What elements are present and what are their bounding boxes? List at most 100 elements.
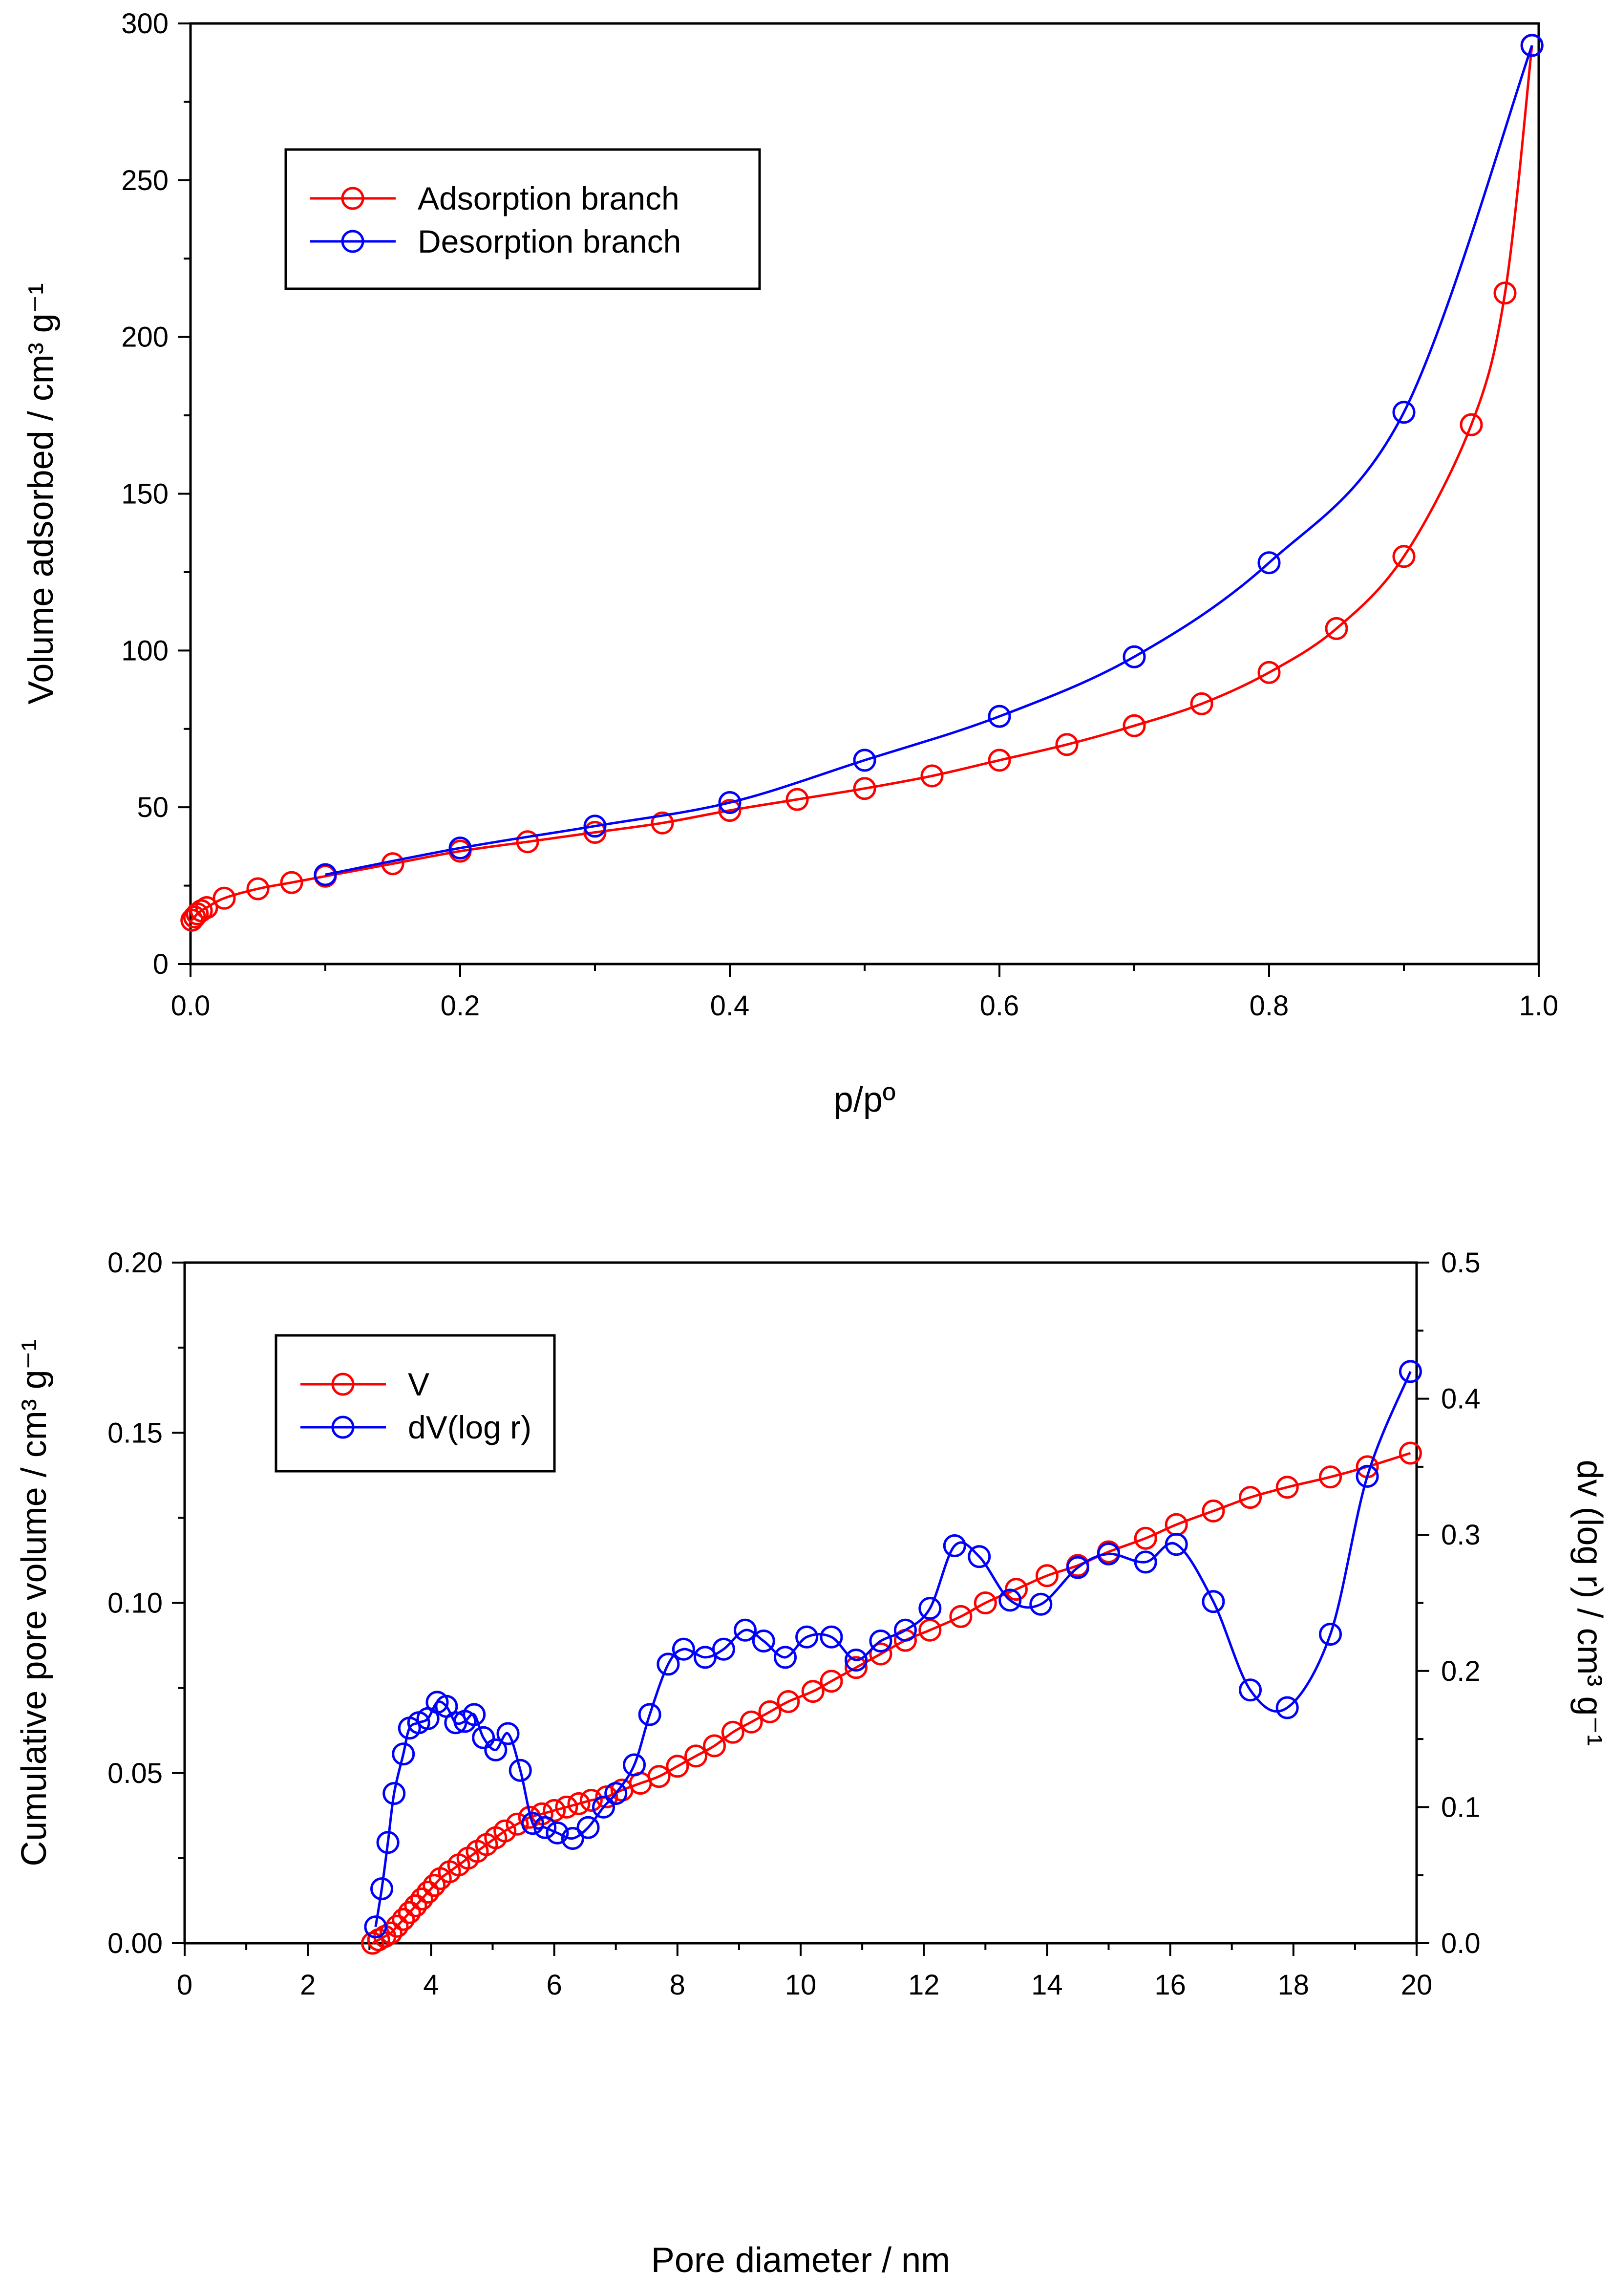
data-point	[988, 749, 1011, 772]
x-tick-label: 0.8	[1250, 990, 1289, 1022]
data-point	[592, 1795, 615, 1819]
data-point	[314, 863, 337, 886]
data-point	[949, 1605, 973, 1628]
y2-tick-label: 0.5	[1441, 1247, 1481, 1279]
data-point	[943, 1534, 966, 1557]
data-point	[583, 815, 607, 838]
data-point	[410, 1888, 433, 1910]
data-point	[1004, 1578, 1028, 1601]
legend-box	[275, 1334, 556, 1473]
data-point	[666, 1755, 689, 1778]
y-tick-label: 300	[121, 8, 169, 40]
legend-marker	[331, 1373, 355, 1396]
data-point	[604, 1782, 628, 1805]
x-tick-label: 0.6	[980, 990, 1019, 1022]
data-point	[484, 1738, 508, 1761]
data-point	[1257, 661, 1281, 684]
data-point	[657, 1652, 680, 1676]
data-point	[651, 811, 674, 835]
data-point	[1097, 1542, 1120, 1566]
data-point	[595, 1785, 618, 1808]
y-tick-label: 0.05	[107, 1758, 163, 1789]
data-point	[1319, 1623, 1342, 1646]
legend-label: Desorption branch	[418, 223, 681, 259]
data-point	[398, 1901, 421, 1924]
data-point	[918, 1618, 942, 1642]
y-tick-label: 200	[121, 322, 169, 353]
data-point	[758, 1700, 782, 1723]
y2-tick-label: 0.0	[1441, 1928, 1481, 1959]
y-axis-title: Volume adsorbed / cm³ g⁻¹	[21, 283, 61, 704]
data-point	[623, 1753, 646, 1777]
x-tick-label: 12	[908, 1969, 940, 2001]
x-tick-label: 0.4	[710, 990, 750, 1022]
data-point	[718, 799, 742, 822]
data-point	[740, 1710, 763, 1734]
data-point	[918, 1597, 942, 1620]
data-point	[638, 1703, 661, 1726]
x-tick-label: 2	[300, 1969, 316, 2001]
data-point	[820, 1625, 843, 1649]
y-tick-label: 0.10	[107, 1588, 163, 1619]
data-point	[712, 1637, 735, 1661]
y-tick-label: 0	[153, 948, 169, 980]
data-point	[376, 1831, 400, 1854]
x-tick-label: 16	[1154, 1969, 1186, 2001]
data-point	[521, 1812, 544, 1835]
data-point	[546, 1821, 569, 1845]
y-tick-label: 250	[121, 165, 169, 196]
data-point	[1134, 1550, 1157, 1574]
data-point	[444, 1711, 467, 1735]
series-line-0	[191, 45, 1533, 921]
x-tick-label: 18	[1278, 1969, 1310, 2001]
data-point	[869, 1642, 892, 1666]
legend-marker	[341, 187, 364, 210]
data-point	[721, 1720, 744, 1744]
legend-marker	[341, 230, 364, 253]
y2-tick-label: 0.3	[1441, 1519, 1481, 1551]
data-point	[845, 1656, 868, 1679]
data-point	[493, 1819, 517, 1843]
data-point	[1493, 281, 1517, 305]
data-point	[1460, 413, 1483, 436]
data-point	[1066, 1556, 1089, 1579]
x-axis-title: p/pº	[834, 1080, 895, 1119]
data-point	[734, 1618, 757, 1642]
data-point	[392, 1908, 415, 1931]
data-point	[370, 1877, 393, 1901]
data-point	[672, 1637, 695, 1661]
data-point	[1356, 1464, 1379, 1488]
data-point	[988, 705, 1011, 728]
data-point	[777, 1690, 800, 1713]
data-point	[509, 1759, 532, 1782]
x-tick-label: 4	[423, 1969, 439, 2001]
data-point	[752, 1630, 775, 1652]
data-point	[404, 1894, 427, 1917]
data-point	[561, 1827, 584, 1850]
data-point	[555, 1795, 578, 1819]
y-tick-label: 0.00	[107, 1928, 163, 1959]
data-point	[280, 871, 303, 894]
x-tick-label: 1.0	[1519, 990, 1559, 1022]
data-point	[1520, 34, 1544, 57]
data-point	[1202, 1499, 1225, 1523]
pore-size-chart: 0 2 4 6 8 10 12 14 16 18 20 0.00 0.05 0.10 0.15 0.20 0.0…	[15, 1247, 1609, 2280]
data-point	[998, 1588, 1022, 1612]
data-point	[718, 791, 742, 814]
y-tick-label: 100	[121, 635, 169, 666]
data-point	[869, 1630, 892, 1652]
data-point	[1190, 692, 1213, 715]
data-point	[579, 1789, 603, 1812]
data-point	[968, 1545, 991, 1568]
series-line-1	[374, 1371, 1412, 1927]
data-point	[1392, 545, 1416, 568]
x-tick-label: 14	[1031, 1969, 1063, 2001]
data-point	[774, 1646, 797, 1669]
legend-box	[284, 148, 761, 290]
data-point	[1325, 617, 1348, 640]
data-point	[853, 749, 876, 772]
x-tick-label: 8	[670, 1969, 685, 2001]
data-point	[1275, 1476, 1299, 1499]
data-point	[920, 764, 944, 788]
